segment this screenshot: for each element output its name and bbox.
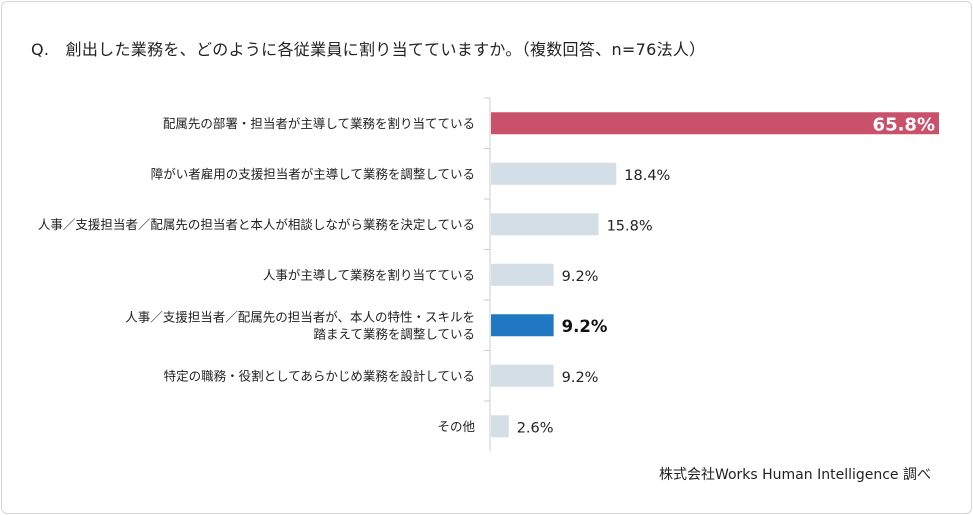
bar [491, 112, 939, 135]
category-label: 特定の職務・役割としてあらかじめ業務を設計している [164, 368, 475, 383]
data-label: 9.2% [562, 370, 599, 386]
bar [491, 263, 554, 286]
data-label: 9.2% [562, 317, 608, 336]
category-label: 障がい者雇用の支援担当者が主導して業務を調整している [151, 166, 475, 181]
bar [491, 314, 554, 337]
bar [491, 364, 554, 387]
data-label: 2.6% [517, 420, 554, 436]
chart-title: Q. 創出した業務を、どのように各従業員に割り当てていますか。（複数回答、n=7… [31, 40, 706, 59]
category-label: 人事が主導して業務を割り当てている [263, 267, 475, 282]
bar [491, 415, 509, 438]
category-label: 人事／支援担当者／配属先の担当者と本人が相談しながら業務を決定している [38, 217, 475, 232]
bar [491, 162, 617, 185]
data-label: 65.8% [873, 114, 935, 135]
category-label: 配属先の部署・担当者が主導して業務を割り当てている [163, 116, 475, 131]
category-label: 人事／支援担当者／配属先の担当者が、本人の特性・スキルを [125, 309, 475, 324]
source-credit: 株式会社Works Human Intelligence 調べ [658, 467, 931, 483]
category-label: その他 [437, 419, 475, 434]
data-label: 9.2% [562, 269, 599, 285]
bar [491, 213, 599, 236]
category-label: 踏まえて業務を調整している [313, 326, 475, 341]
data-label: 18.4% [624, 168, 670, 184]
data-label: 15.8% [607, 218, 653, 234]
